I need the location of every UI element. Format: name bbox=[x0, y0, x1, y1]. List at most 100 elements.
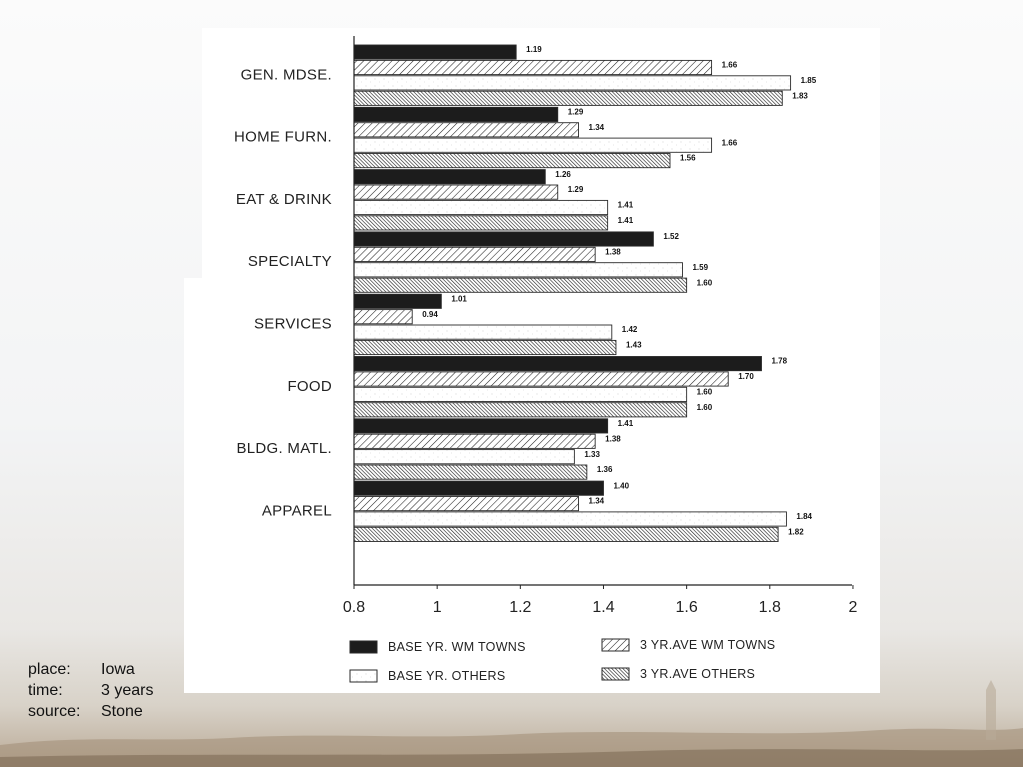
value-label-eat-drink-base-yr-wm-towns: 1.26 bbox=[555, 170, 571, 179]
foreground-field bbox=[0, 749, 1023, 767]
bar-gen-mdse-base-yr-wm-towns bbox=[353, 44, 517, 60]
category-label-gen-mdse: GEN. MDSE. bbox=[241, 66, 332, 83]
legend-label-base-yr-others: BASE YR. OTHERS bbox=[388, 669, 506, 683]
bar-eat-drink-3-yr-ave-wm-towns bbox=[353, 184, 559, 200]
x-tick-label-1: 1 bbox=[433, 599, 442, 616]
bar-gen-mdse-base-yr-others bbox=[353, 75, 792, 91]
value-label-food-base-yr-wm-towns: 1.78 bbox=[771, 357, 787, 366]
x-tick-label-1-6: 1.6 bbox=[676, 599, 698, 616]
bar-bldg-matl-3-yr-ave-wm-towns bbox=[353, 433, 596, 449]
bar-apparel-base-yr-others bbox=[353, 511, 787, 527]
bar-gen-mdse-3-yr-ave-wm-towns bbox=[353, 59, 713, 76]
value-label-specialty-base-yr-others: 1.59 bbox=[692, 263, 708, 272]
bar-home-furn-3-yr-ave-wm-towns bbox=[353, 122, 579, 138]
bar-apparel-3-yr-ave-wm-towns bbox=[353, 496, 579, 512]
value-label-home-furn-base-yr-wm-towns: 1.29 bbox=[568, 108, 584, 117]
bar-eat-drink-3-yr-ave-others bbox=[353, 215, 609, 231]
value-label-home-furn-3-yr-ave-wm-towns: 1.34 bbox=[589, 123, 605, 132]
value-label-specialty-base-yr-wm-towns: 1.52 bbox=[663, 232, 679, 241]
legend-label-3-yr-ave-wm-towns: 3 YR.AVE WM TOWNS bbox=[640, 638, 775, 652]
value-label-food-3-yr-ave-others: 1.60 bbox=[697, 403, 713, 412]
chart-panel: 1.19 1.66 1.85 1.83 1.29 1.34 1.66 1.56 1.26 1.29… bbox=[184, 28, 880, 693]
bar-specialty-base-yr-wm-towns bbox=[353, 231, 654, 247]
metadata-block: place: Iowa time: 3 years source: Stone bbox=[28, 659, 153, 722]
value-label-apparel-3-yr-ave-others: 1.82 bbox=[788, 528, 804, 537]
value-label-food-3-yr-ave-wm-towns: 1.70 bbox=[738, 372, 754, 381]
bar-home-furn-3-yr-ave-others bbox=[353, 153, 671, 169]
value-label-services-3-yr-ave-wm-towns: 0.94 bbox=[422, 310, 438, 319]
value-label-eat-drink-base-yr-others: 1.41 bbox=[618, 201, 634, 210]
bar-bldg-matl-base-yr-wm-towns bbox=[353, 418, 609, 434]
meta-time: time: 3 years bbox=[28, 680, 153, 701]
value-label-food-base-yr-others: 1.60 bbox=[697, 388, 713, 397]
value-label-home-furn-3-yr-ave-others: 1.56 bbox=[680, 154, 696, 163]
x-tick-label-0-8: 0.8 bbox=[343, 599, 365, 616]
value-label-gen-mdse-base-yr-others: 1.85 bbox=[801, 76, 817, 85]
bar-eat-drink-base-yr-wm-towns bbox=[353, 169, 546, 185]
category-label-home-furn: HOME FURN. bbox=[234, 129, 332, 146]
bar-apparel-3-yr-ave-others bbox=[353, 526, 779, 542]
category-label-food: FOOD bbox=[287, 378, 332, 395]
bar-food-base-yr-others bbox=[353, 386, 688, 402]
category-label-specialty: SPECIALTY bbox=[248, 253, 332, 270]
place-value: Iowa bbox=[101, 661, 135, 678]
place-label: place: bbox=[28, 661, 71, 678]
category-label-eat-drink: EAT & DRINK bbox=[236, 191, 332, 208]
value-label-services-3-yr-ave-others: 1.43 bbox=[626, 341, 642, 350]
bar-services-3-yr-ave-others bbox=[353, 339, 617, 356]
category-label-services: SERVICES bbox=[254, 315, 332, 332]
source-value: Stone bbox=[101, 703, 143, 720]
value-labels-layer: 1.19 1.66 1.85 1.83 1.29 1.34 1.66 1.56 1.26 1.29… bbox=[422, 45, 816, 536]
value-label-home-furn-base-yr-others: 1.66 bbox=[722, 138, 738, 147]
bar-services-base-yr-others bbox=[353, 324, 613, 340]
bar-services-base-yr-wm-towns bbox=[353, 293, 442, 309]
bar-home-furn-base-yr-others bbox=[353, 137, 713, 153]
value-label-apparel-base-yr-wm-towns: 1.40 bbox=[613, 481, 629, 490]
value-label-apparel-3-yr-ave-wm-towns: 1.34 bbox=[589, 497, 605, 506]
value-label-gen-mdse-3-yr-ave-wm-towns: 1.66 bbox=[722, 61, 738, 70]
bar-services-3-yr-ave-wm-towns bbox=[353, 309, 413, 325]
legend-label-3-yr-ave-others: 3 YR.AVE OTHERS bbox=[640, 667, 755, 681]
legend-label-base-yr-wm-towns: BASE YR. WM TOWNS bbox=[388, 640, 526, 654]
bar-specialty-3-yr-ave-others bbox=[353, 277, 688, 293]
time-label: time: bbox=[28, 682, 63, 699]
bar-specialty-3-yr-ave-wm-towns bbox=[353, 246, 596, 262]
bars-layer bbox=[353, 44, 792, 542]
distant-tower bbox=[986, 680, 996, 740]
value-label-specialty-3-yr-ave-wm-towns: 1.38 bbox=[605, 248, 621, 257]
x-tick-label-1-4: 1.4 bbox=[592, 599, 614, 616]
legend: BASE YR. WM TOWNS 3 YR.AVE WM TOWNS BASE Y… bbox=[349, 638, 775, 683]
meta-source: source: Stone bbox=[28, 701, 153, 722]
time-value: 3 years bbox=[101, 682, 154, 699]
value-label-apparel-base-yr-others: 1.84 bbox=[796, 512, 812, 521]
legend-swatch-3-yr-ave-wm-towns bbox=[601, 638, 630, 652]
category-labels-layer: GEN. MDSE. HOME FURN. EAT & DRINK SPECIALTY… bbox=[234, 66, 332, 519]
x-axis: 0.8 1 1.2 1.4 1.6 1.8 2 bbox=[343, 36, 858, 616]
bar-bldg-matl-base-yr-others bbox=[353, 449, 575, 465]
value-label-bldg-matl-3-yr-ave-others: 1.36 bbox=[597, 465, 613, 474]
bar-food-base-yr-wm-towns bbox=[353, 356, 762, 372]
bar-apparel-base-yr-wm-towns bbox=[353, 480, 604, 496]
source-label: source: bbox=[28, 703, 81, 720]
x-tick-label-2: 2 bbox=[849, 599, 858, 616]
value-label-bldg-matl-base-yr-others: 1.33 bbox=[584, 450, 600, 459]
bar-eat-drink-base-yr-others bbox=[353, 199, 609, 216]
category-label-apparel: APPAREL bbox=[262, 502, 332, 519]
x-tick-label-1-8: 1.8 bbox=[759, 599, 781, 616]
bar-bldg-matl-3-yr-ave-others bbox=[353, 464, 588, 480]
legend-swatch-base-yr-wm-towns bbox=[349, 640, 378, 654]
bar-specialty-base-yr-others bbox=[353, 262, 683, 278]
legend-swatch-3-yr-ave-others bbox=[601, 667, 630, 681]
bar-food-3-yr-ave-others bbox=[353, 402, 688, 418]
value-label-eat-drink-3-yr-ave-others: 1.41 bbox=[618, 216, 634, 225]
value-label-bldg-matl-base-yr-wm-towns: 1.41 bbox=[618, 419, 634, 428]
value-label-gen-mdse-base-yr-wm-towns: 1.19 bbox=[526, 45, 542, 54]
bar-chart: 1.19 1.66 1.85 1.83 1.29 1.34 1.66 1.56 1.26 1.29… bbox=[184, 28, 880, 693]
x-tick-label-1-2: 1.2 bbox=[509, 599, 531, 616]
value-label-eat-drink-3-yr-ave-wm-towns: 1.29 bbox=[568, 185, 584, 194]
value-label-services-base-yr-wm-towns: 1.01 bbox=[451, 294, 467, 303]
category-label-bldg-matl: BLDG. MATL. bbox=[236, 440, 332, 457]
value-label-services-base-yr-others: 1.42 bbox=[622, 325, 638, 334]
legend-swatch-base-yr-others bbox=[349, 669, 378, 683]
